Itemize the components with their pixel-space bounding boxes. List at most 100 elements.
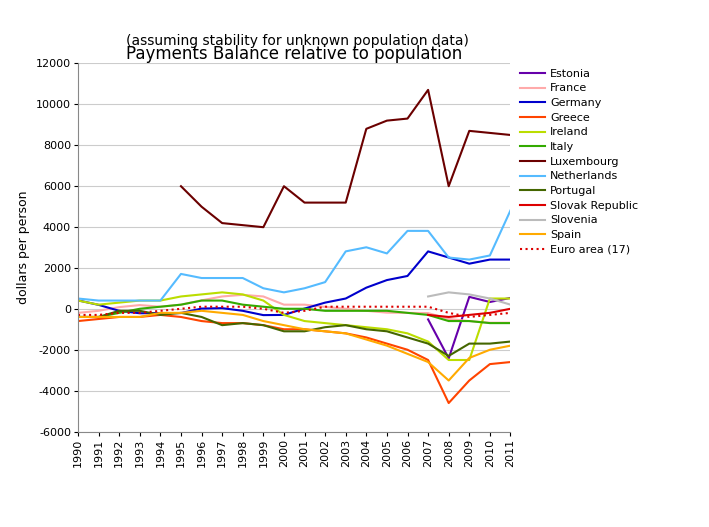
Greece	[197, 318, 206, 324]
Italy	[197, 297, 206, 304]
France	[342, 306, 350, 312]
Spain	[218, 310, 226, 316]
Line: Italy: Italy	[78, 300, 510, 323]
Line: France: France	[78, 295, 510, 323]
Germany	[197, 305, 206, 311]
Luxembourg	[321, 199, 330, 206]
Luxembourg	[197, 203, 206, 210]
Euro area (17)	[238, 304, 247, 310]
Luxembourg	[218, 220, 226, 226]
Euro area (17)	[115, 310, 123, 316]
Slovak Republic	[445, 314, 453, 320]
Spain	[506, 343, 515, 349]
Germany	[424, 248, 432, 255]
Luxembourg	[383, 118, 391, 124]
Slovenia	[465, 291, 474, 298]
Germany	[362, 285, 371, 291]
Italy	[177, 301, 185, 308]
Spain	[135, 314, 144, 320]
Italy	[74, 314, 82, 320]
Spain	[465, 355, 474, 361]
Germany	[259, 312, 267, 318]
Line: Estonia: Estonia	[428, 297, 510, 358]
France	[301, 301, 309, 308]
Italy	[486, 320, 494, 326]
Netherlands	[362, 244, 371, 250]
Euro area (17)	[156, 308, 164, 314]
Legend: Estonia, France, Germany, Greece, Ireland, Italy, Luxembourg, Netherlands, Portu: Estonia, France, Germany, Greece, Irelan…	[520, 69, 639, 255]
Germany	[177, 310, 185, 316]
Germany	[403, 273, 412, 279]
Greece	[445, 400, 453, 406]
France	[403, 310, 412, 316]
Germany	[383, 277, 391, 283]
Ireland	[486, 295, 494, 301]
Portugal	[342, 322, 350, 328]
Spain	[259, 318, 267, 324]
France	[135, 302, 144, 308]
Germany	[279, 312, 288, 318]
Ireland	[74, 297, 82, 304]
Spain	[177, 310, 185, 316]
Spain	[445, 377, 453, 384]
Line: Slovenia: Slovenia	[428, 292, 510, 305]
Spain	[156, 310, 164, 316]
Line: Luxembourg: Luxembourg	[181, 90, 510, 227]
Spain	[403, 350, 412, 357]
Luxembourg	[445, 183, 453, 189]
Ireland	[506, 295, 515, 301]
Greece	[465, 377, 474, 384]
Slovak Republic	[465, 312, 474, 318]
Ireland	[403, 330, 412, 337]
Euro area (17)	[94, 312, 103, 318]
Luxembourg	[279, 183, 288, 189]
Estonia	[465, 294, 474, 300]
Portugal	[486, 340, 494, 347]
Spain	[197, 308, 206, 314]
Estonia	[445, 355, 453, 362]
Slovak Republic	[486, 310, 494, 316]
Portugal	[238, 320, 247, 326]
Italy	[445, 318, 453, 324]
France	[238, 291, 247, 298]
Euro area (17)	[362, 304, 371, 310]
Greece	[506, 359, 515, 365]
Slovenia	[486, 295, 494, 301]
France	[321, 304, 330, 310]
France	[362, 308, 371, 314]
Ireland	[321, 320, 330, 326]
France	[486, 319, 494, 326]
Euro area (17)	[486, 312, 494, 318]
Slovak Republic	[424, 312, 432, 318]
Spain	[486, 347, 494, 353]
Euro area (17)	[342, 304, 350, 310]
Euro area (17)	[197, 304, 206, 310]
Greece	[156, 312, 164, 318]
Line: Portugal: Portugal	[78, 311, 510, 356]
Y-axis label: dollars per person: dollars per person	[17, 191, 30, 305]
Euro area (17)	[424, 304, 432, 310]
France	[424, 310, 432, 316]
Portugal	[506, 338, 515, 345]
Italy	[115, 310, 123, 316]
Title: Payments Balance relative to population: Payments Balance relative to population	[126, 45, 462, 63]
Netherlands	[238, 275, 247, 281]
France	[177, 301, 185, 308]
Greece	[259, 322, 267, 328]
Greece	[279, 326, 288, 333]
Ireland	[445, 357, 453, 363]
Netherlands	[259, 285, 267, 291]
Ireland	[218, 289, 226, 296]
Portugal	[279, 328, 288, 335]
Luxembourg	[342, 199, 350, 206]
Netherlands	[218, 275, 226, 281]
Greece	[383, 340, 391, 347]
Ireland	[156, 297, 164, 304]
Greece	[238, 320, 247, 326]
Ireland	[342, 322, 350, 328]
Greece	[135, 314, 144, 320]
Text: (assuming stability for unknown population data): (assuming stability for unknown populati…	[126, 34, 469, 48]
Netherlands	[403, 228, 412, 234]
Line: Spain: Spain	[78, 311, 510, 380]
Netherlands	[74, 295, 82, 301]
